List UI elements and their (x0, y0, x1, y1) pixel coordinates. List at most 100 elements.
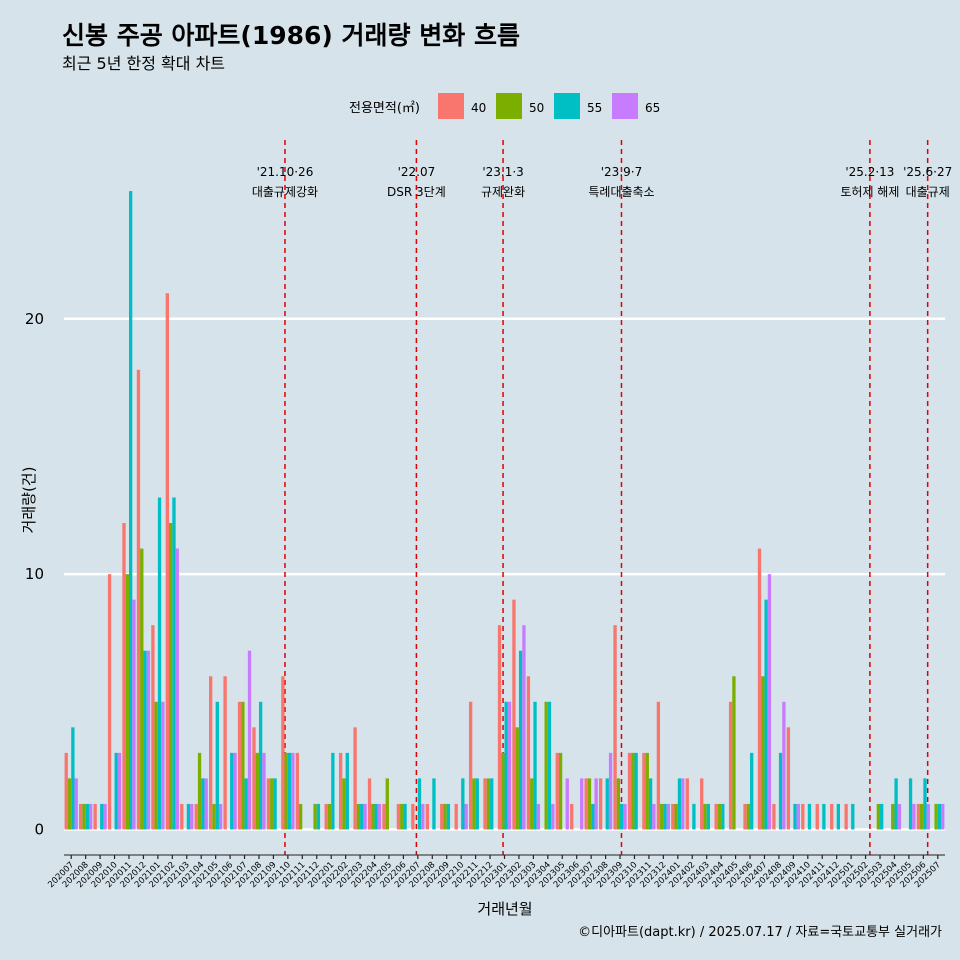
bar-50-202312 (660, 803, 664, 830)
bar-65-202107 (247, 650, 252, 830)
bar-40-202206 (396, 803, 401, 830)
bar-55-202312 (663, 803, 667, 830)
bar-55-202104 (201, 778, 205, 830)
bar-50-202204 (371, 803, 375, 830)
bar-55-202109 (273, 778, 277, 830)
bar-50-202303 (530, 778, 534, 830)
bar-50-202111 (298, 803, 303, 830)
bar-65-202306 (580, 778, 584, 830)
bar-40-202205 (382, 803, 386, 830)
bar-40-202506 (916, 803, 921, 830)
bar-40-202308 (598, 778, 603, 830)
bar-65-202101 (161, 701, 165, 830)
bar-55-202112 (316, 803, 321, 830)
bar-40-202108 (252, 727, 256, 830)
legend-label-40: 40 (471, 101, 486, 115)
event-name-label: 특례대출축소 (588, 185, 654, 199)
bar-65-202506 (926, 803, 930, 830)
bar-50-202202 (342, 778, 346, 830)
bar-65-202309 (623, 803, 627, 830)
bar-55-202303 (533, 701, 537, 830)
bar-50-202506 (920, 803, 924, 830)
event-date-label: '22.07 (398, 165, 436, 179)
bar-40-202010 (107, 574, 112, 830)
bar-40-202103 (180, 803, 184, 830)
legend-label-55: 55 (587, 101, 602, 115)
bar-55-202409 (793, 803, 797, 830)
bar-55-202106 (230, 752, 234, 830)
bar-55-202108 (258, 701, 263, 830)
bar-65-202204 (377, 803, 382, 830)
bar-55-202411 (822, 803, 826, 830)
y-axis: 0 10 20 (25, 310, 44, 839)
bar-65-202105 (218, 803, 223, 830)
bar-50-202309 (616, 778, 621, 830)
bar-50-202301 (501, 752, 505, 830)
legend-label-50: 50 (529, 101, 544, 115)
y-tick-label: 20 (25, 310, 44, 328)
bar-40-202106 (223, 676, 227, 830)
bar-55-202311 (648, 778, 653, 830)
bar-55-202201 (331, 752, 335, 830)
bar-40-202011 (122, 523, 126, 830)
bar-40-202207 (411, 803, 415, 830)
chart-caption: ©디아파트(dapt.kr) / 2025.07.17 / 자료=국토교통부 실… (578, 925, 942, 940)
bar-55-202211 (475, 778, 479, 830)
event-date-label: '23.1·3 (482, 165, 523, 179)
bar-65-202203 (363, 803, 367, 830)
bar-55-202008 (85, 803, 89, 830)
bar-65-202009 (103, 803, 107, 830)
bar-50-202201 (327, 803, 332, 830)
bar-55-202507 (937, 803, 942, 830)
bar-55-202102 (172, 497, 176, 830)
bar-55-202406 (750, 752, 754, 830)
bar-55-202209 (446, 803, 451, 830)
bar-65-202407 (767, 574, 772, 830)
chart-subtitle: 최근 5년 한정 확대 차트 (62, 54, 225, 73)
bar-55-202302 (518, 650, 523, 830)
bar-40-202403 (700, 778, 704, 830)
bar-40-202302 (512, 599, 516, 830)
bar-55-202308 (605, 778, 609, 830)
bar-40-202306 (570, 803, 574, 830)
bar-55-202408 (778, 752, 783, 830)
bar-55-202503 (880, 803, 884, 830)
bar-40-202203 (353, 727, 357, 830)
bar-50-202011 (125, 574, 129, 830)
bar-40-202411 (815, 803, 819, 830)
bar-55-202407 (764, 599, 768, 830)
bar-50-202209 (443, 803, 447, 830)
legend-swatch-65 (612, 93, 638, 119)
bar-50-202109 (270, 778, 274, 830)
bar-50-202008 (82, 803, 86, 830)
bar-40-202405 (728, 701, 733, 830)
bar-65-202108 (262, 752, 266, 830)
bar-40-202208 (425, 803, 429, 830)
bar-50-202404 (717, 803, 722, 830)
y-axis-title: 거래량(건) (20, 467, 38, 534)
bar-50-202102 (168, 523, 173, 830)
event-name-label: 토허제 해제 (840, 185, 899, 199)
bar-55-202401 (677, 778, 682, 830)
bar-40-202407 (757, 548, 762, 830)
bar-55-202304 (547, 701, 552, 830)
bar-50-202304 (544, 701, 548, 830)
bar-55-202208 (432, 778, 436, 830)
bar-40-202109 (266, 778, 271, 830)
bar-40-202212 (483, 778, 487, 830)
bar-65-202304 (551, 803, 555, 830)
bar-40-202312 (656, 701, 661, 830)
bar-50-202211 (472, 778, 476, 830)
bar-50-202203 (356, 803, 361, 830)
bar-65-202207 (421, 803, 425, 830)
bar-40-202204 (367, 778, 372, 830)
bar-65-202305 (565, 778, 569, 830)
bar-50-202107 (241, 701, 245, 830)
bar-40-202404 (714, 803, 718, 830)
bar-40-202305 (555, 752, 559, 830)
bar-50-202407 (761, 676, 765, 830)
bar-65-202104 (204, 778, 208, 830)
bar-40-202105 (209, 676, 213, 830)
bar-55-202504 (894, 778, 898, 830)
legend-swatch-40 (438, 93, 464, 119)
